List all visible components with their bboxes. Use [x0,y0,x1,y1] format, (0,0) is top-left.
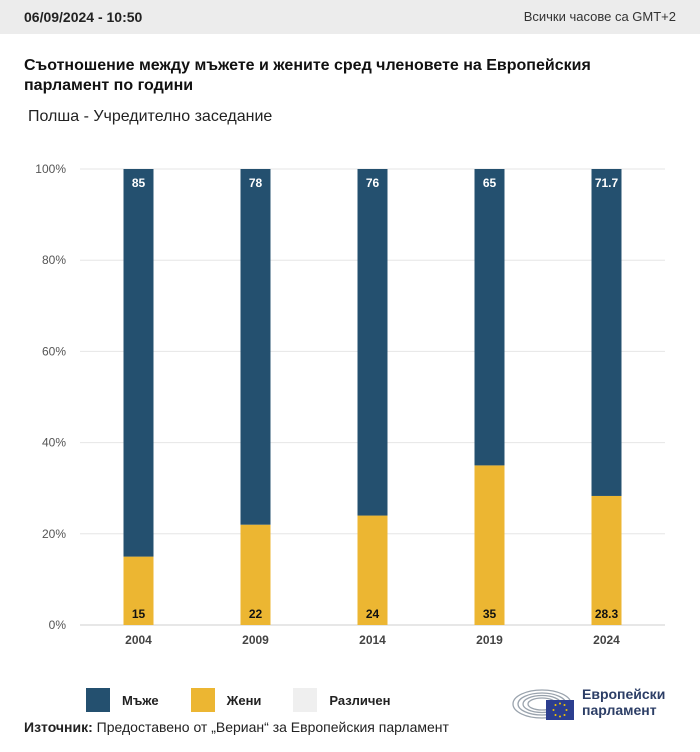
y-tick-label: 0% [49,618,67,632]
source-text: Предоставено от „Вериан“ за Европейския … [92,719,449,735]
top-bar: 06/09/2024 - 10:50 Всички часове са GMT+… [0,0,700,34]
x-tick-label: 2009 [242,633,269,647]
x-tick-label: 2014 [359,633,386,647]
timestamp: 06/09/2024 - 10:50 [24,9,143,25]
legend-label-men: Мъже [122,692,159,708]
parliament-hemicycle-icon [512,689,574,720]
data-label-men: 71.7 [595,176,619,190]
bar-men-2009 [240,169,271,525]
bar-men-2014 [357,169,388,516]
y-tick-label: 80% [42,253,66,267]
y-tick-label: 60% [42,344,66,358]
legend-label-other: Различен [329,692,391,708]
legend-item-women: Жени [190,688,262,712]
bar-women-2009 [240,524,271,625]
x-tick-label: 2019 [476,633,503,647]
legend-item-other: Различен [293,688,390,712]
source-note: Източник: Предоставено от „Вериан“ за Ев… [24,719,449,735]
data-label-men: 65 [483,176,497,190]
legend-item-men: Мъже [86,688,159,712]
logo-text-line2: парламент [582,702,657,718]
data-label-men: 85 [132,176,146,190]
bar-chart: 0% 20% 40% 60% 80% 100% 85 15 2004 78 22 2009 76 24 20… [35,162,665,647]
chart-subtitle: Полша - Учредително заседание [28,108,273,125]
legend: Мъже Жени Различен [86,688,422,712]
source-label: Източник: [24,719,93,735]
y-tick-label: 20% [42,527,66,541]
bar-women-2014 [357,515,388,625]
bar-women-2004 [123,556,154,625]
european-parliament-logo: Европейски парламент [512,680,682,724]
y-tick-label: 40% [42,436,66,450]
bar-men-2019 [474,169,505,466]
x-tick-label: 2024 [593,633,620,647]
data-label-women: 35 [483,607,497,621]
data-label-women: 24 [366,607,380,621]
x-tick-label: 2004 [125,633,152,647]
bar-men-2004 [123,169,154,557]
legend-swatch-other [293,688,318,712]
bar-women-2024 [591,495,622,625]
legend-swatch-women [190,688,215,712]
legend-swatch-men [86,688,110,712]
data-label-women: 22 [249,607,263,621]
data-label-women: 28.3 [595,607,619,621]
chart-title: Съотношение между мъжете и жените сред ч… [24,57,591,94]
legend-label-women: Жени [226,692,262,708]
y-tick-label: 100% [35,162,66,176]
bar-men-2024 [591,169,622,496]
data-label-women: 15 [132,607,146,621]
data-label-men: 76 [366,176,380,190]
timezone-note: Всички часове са GMT+2 [523,9,676,24]
data-label-men: 78 [249,176,263,190]
logo-text-line1: Европейски [582,686,666,702]
bar-women-2019 [474,465,505,625]
